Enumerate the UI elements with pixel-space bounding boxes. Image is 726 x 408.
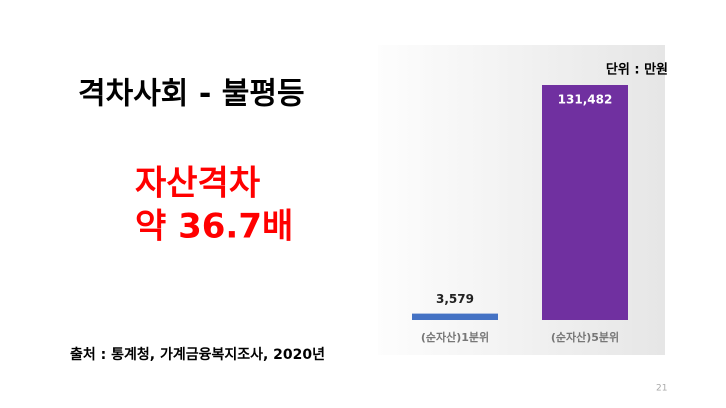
value-label: 3,579 <box>436 292 474 306</box>
bar <box>542 85 628 320</box>
x-tick-label: (순자산)1분위 <box>421 330 489 344</box>
source: 출처 : 통계청, 가계금융복지조사, 2020년 <box>70 346 325 363</box>
page-number: 21 <box>656 384 667 394</box>
x-tick-label: (순자산)5분위 <box>551 330 619 344</box>
highlight: 자산격차 <box>135 164 260 204</box>
bar <box>412 313 498 320</box>
highlight: 약 36.7배 <box>135 207 293 247</box>
slide-title: 격차사회 - 불평등 <box>78 77 305 112</box>
value-label: 131,482 <box>558 93 613 107</box>
unit-label: 단위 : 만원 <box>606 62 668 78</box>
